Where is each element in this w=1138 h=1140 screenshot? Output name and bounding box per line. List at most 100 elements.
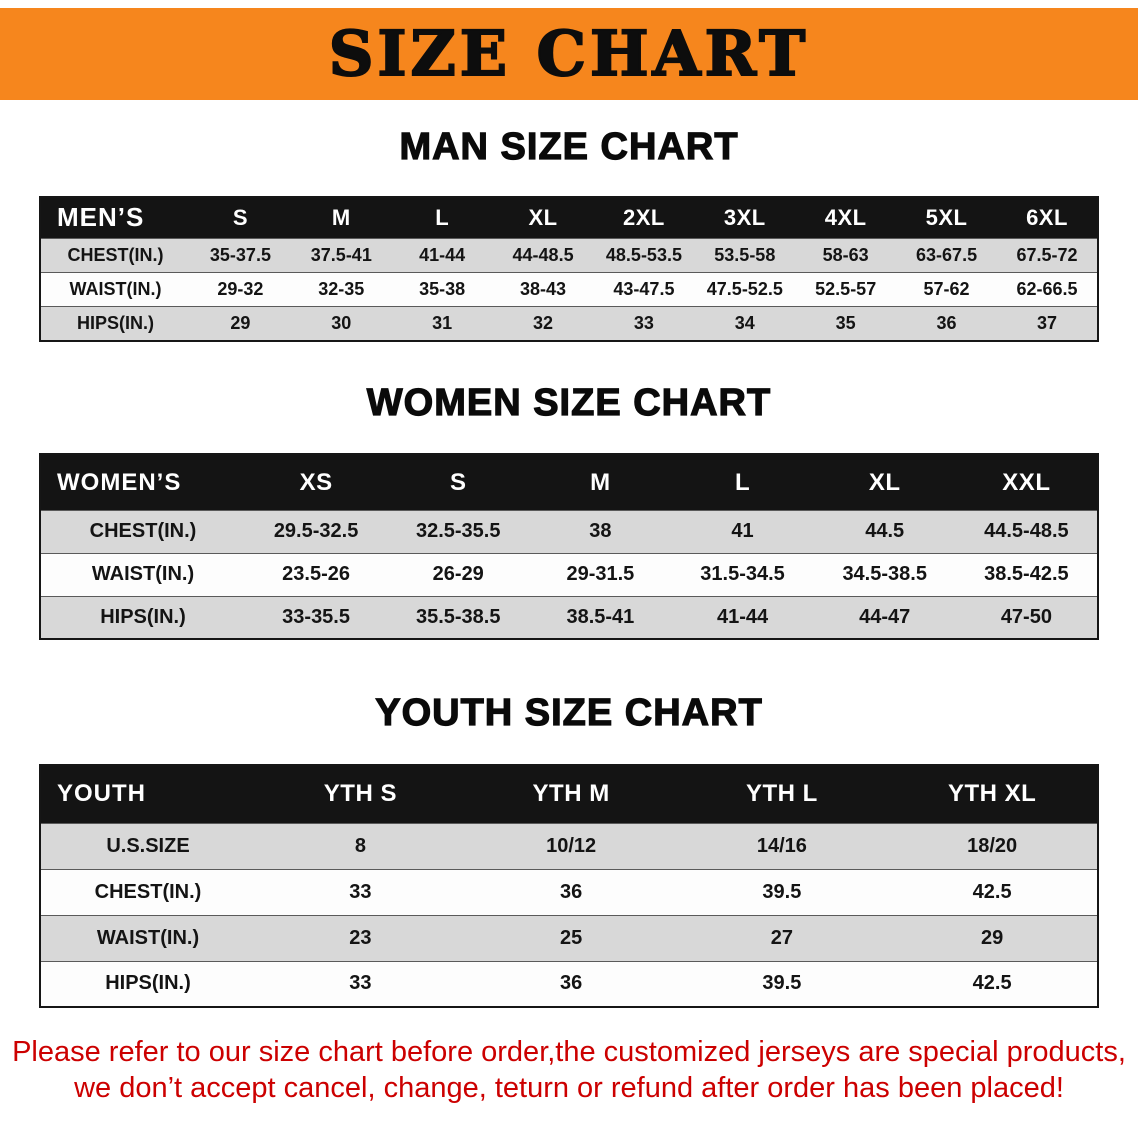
- size-value-cell: 32-35: [290, 272, 392, 307]
- size-value-cell: 43-47.5: [593, 272, 695, 307]
- size-value-cell: 31.5-34.5: [671, 552, 814, 597]
- size-value-cell: 36: [465, 960, 677, 1008]
- size-header-cell: XL: [868, 468, 901, 496]
- size-value-cell: 42.5: [887, 868, 1098, 916]
- size-value-cell: 58-63: [795, 238, 897, 273]
- size-value-cell: 32: [492, 306, 594, 341]
- size-header-cell: XL: [528, 204, 558, 230]
- table-title-cell: WOMEN’S: [57, 468, 182, 496]
- size-value-cell: 10/12: [465, 822, 677, 870]
- table-row: CHEST(IN.) 29.5-32.5 32.5-35.5 38 41 44.5 44.5…: [40, 509, 1098, 554]
- size-value-cell: 38: [529, 509, 672, 554]
- size-value-cell: 47-50: [955, 595, 1098, 640]
- size-value-cell: 29: [190, 306, 291, 341]
- size-value-cell: 52.5-57: [795, 272, 897, 307]
- youth-table-body: U.S.SIZE 8 10/12 14/16 18/20 CHEST(IN.) 33 36 39…: [40, 822, 1098, 1008]
- size-value-cell: 25: [465, 914, 677, 962]
- size-header-cell: L: [435, 204, 450, 230]
- size-value-cell: 18/20: [887, 822, 1098, 870]
- women-size-table: WOMEN’S XS S M L XL XXL CHEST(IN.) 29.5-32.5 32.…: [39, 453, 1099, 641]
- size-value-cell: 32.5-35.5: [387, 509, 530, 554]
- order-notice: Please refer to our size chart before or…: [0, 1034, 1138, 1107]
- table-row: HIPS(IN.) 33-35.5 35.5-38.5 38.5-41 41-44 44-…: [40, 595, 1098, 640]
- size-chart-banner: SIZE CHART: [0, 8, 1138, 100]
- size-header-cell: L: [734, 468, 751, 496]
- size-header-cell: 4XL: [824, 204, 867, 230]
- size-value-cell: 63-67.5: [896, 238, 997, 273]
- size-value-cell: 41-44: [391, 238, 493, 273]
- size-value-cell: 27: [676, 914, 888, 962]
- size-header-cell: YTH XL: [947, 780, 1037, 808]
- table-row: CHEST(IN.) 33 36 39.5 42.5: [40, 868, 1098, 916]
- size-value-cell: 41-44: [671, 595, 814, 640]
- row-label-cell: HIPS(IN.): [40, 960, 255, 1008]
- table-title-cell: YOUTH: [57, 780, 146, 808]
- size-value-cell: 26-29: [387, 552, 530, 597]
- size-value-cell: 8: [255, 822, 466, 870]
- size-value-cell: 29-32: [190, 272, 291, 307]
- size-value-cell: 47.5-52.5: [694, 272, 796, 307]
- table-row: WAIST(IN.) 23.5-26 26-29 29-31.5 31.5-34.5 34…: [40, 552, 1098, 597]
- size-value-cell: 57-62: [896, 272, 997, 307]
- notice-line-2: we don’t accept cancel, change, teturn o…: [74, 1072, 1064, 1105]
- size-value-cell: 29.5-32.5: [245, 509, 388, 554]
- size-header-cell: 5XL: [925, 204, 968, 230]
- row-label-cell: CHEST(IN.): [40, 509, 245, 554]
- size-value-cell: 33: [593, 306, 695, 341]
- size-value-cell: 31: [391, 306, 493, 341]
- women-table-body: CHEST(IN.) 29.5-32.5 32.5-35.5 38 41 44.5 44.5…: [40, 509, 1098, 640]
- size-value-cell: 48.5-53.5: [593, 238, 695, 273]
- size-value-cell: 41: [671, 509, 814, 554]
- women-table-header-row: WOMEN’S XS S M L XL XXL: [40, 454, 1098, 511]
- size-value-cell: 35.5-38.5: [387, 595, 530, 640]
- size-value-cell: 62-66.5: [997, 272, 1098, 307]
- size-header-cell: M: [590, 468, 611, 496]
- banner-title: SIZE CHART: [328, 17, 810, 90]
- men-section-heading: MAN SIZE CHART: [399, 125, 739, 168]
- youth-table-header-row: YOUTH YTH S YTH M YTH L YTH XL: [40, 765, 1098, 824]
- size-header-cell: YTH S: [323, 780, 397, 808]
- size-value-cell: 35: [795, 306, 897, 341]
- men-table-body: CHEST(IN.) 35-37.5 37.5-41 41-44 44-48.5 48.5…: [40, 238, 1098, 341]
- size-header-cell: M: [331, 204, 351, 230]
- women-section: WOMEN SIZE CHART WOMEN’S XS S M L XL XXL CHEST…: [0, 381, 1138, 641]
- men-section: MAN SIZE CHART MEN’S S M L XL 2XL 3XL 4XL 5XL 6XL…: [0, 125, 1138, 342]
- size-value-cell: 34.5-38.5: [813, 552, 956, 597]
- table-row: WAIST(IN.) 23 25 27 29: [40, 914, 1098, 962]
- size-value-cell: 30: [290, 306, 392, 341]
- size-value-cell: 35-38: [391, 272, 493, 307]
- table-row: CHEST(IN.) 35-37.5 37.5-41 41-44 44-48.5 48.5…: [40, 238, 1098, 273]
- size-value-cell: 42.5: [887, 960, 1098, 1008]
- size-value-cell: 36: [465, 868, 677, 916]
- size-header-cell: XS: [299, 468, 333, 496]
- size-value-cell: 36: [896, 306, 997, 341]
- size-header-cell: 3XL: [723, 204, 766, 230]
- youth-section-heading: YOUTH SIZE CHART: [375, 692, 763, 735]
- row-label-cell: U.S.SIZE: [40, 822, 255, 870]
- size-value-cell: 53.5-58: [694, 238, 796, 273]
- size-value-cell: 33-35.5: [245, 595, 388, 640]
- table-title-cell: MEN’S: [57, 202, 145, 233]
- size-value-cell: 33: [255, 868, 466, 916]
- size-value-cell: 23: [255, 914, 466, 962]
- size-value-cell: 23.5-26: [245, 552, 388, 597]
- size-value-cell: 44-48.5: [492, 238, 594, 273]
- women-section-heading: WOMEN SIZE CHART: [366, 381, 772, 424]
- size-value-cell: 34: [694, 306, 796, 341]
- youth-size-table: YOUTH YTH S YTH M YTH L YTH XL U.S.SIZE 8 10/1…: [39, 764, 1099, 1009]
- size-header-cell: 6XL: [1026, 204, 1068, 230]
- size-value-cell: 37: [997, 306, 1098, 341]
- size-value-cell: 38.5-41: [529, 595, 672, 640]
- row-label-cell: WAIST(IN.): [40, 914, 255, 962]
- size-value-cell: 29-31.5: [529, 552, 672, 597]
- size-value-cell: 35-37.5: [190, 238, 291, 273]
- size-value-cell: 44.5-48.5: [955, 509, 1098, 554]
- size-value-cell: 38-43: [492, 272, 594, 307]
- row-label-cell: CHEST(IN.): [40, 238, 190, 273]
- size-value-cell: 37.5-41: [290, 238, 392, 273]
- row-label-cell: HIPS(IN.): [40, 595, 245, 640]
- size-header-cell: S: [449, 468, 467, 496]
- size-header-cell: YTH M: [532, 780, 610, 808]
- size-value-cell: 29: [887, 914, 1098, 962]
- table-row: HIPS(IN.) 29 30 31 32 33 34 35 36 37: [40, 306, 1098, 341]
